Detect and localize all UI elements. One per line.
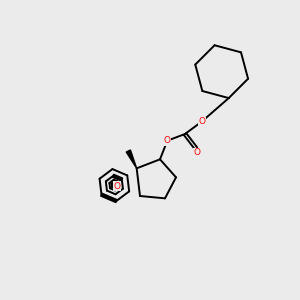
Text: O: O xyxy=(194,148,200,157)
Text: O: O xyxy=(198,117,205,126)
Polygon shape xyxy=(126,150,137,168)
Text: O: O xyxy=(114,182,121,191)
Text: O: O xyxy=(164,136,171,145)
